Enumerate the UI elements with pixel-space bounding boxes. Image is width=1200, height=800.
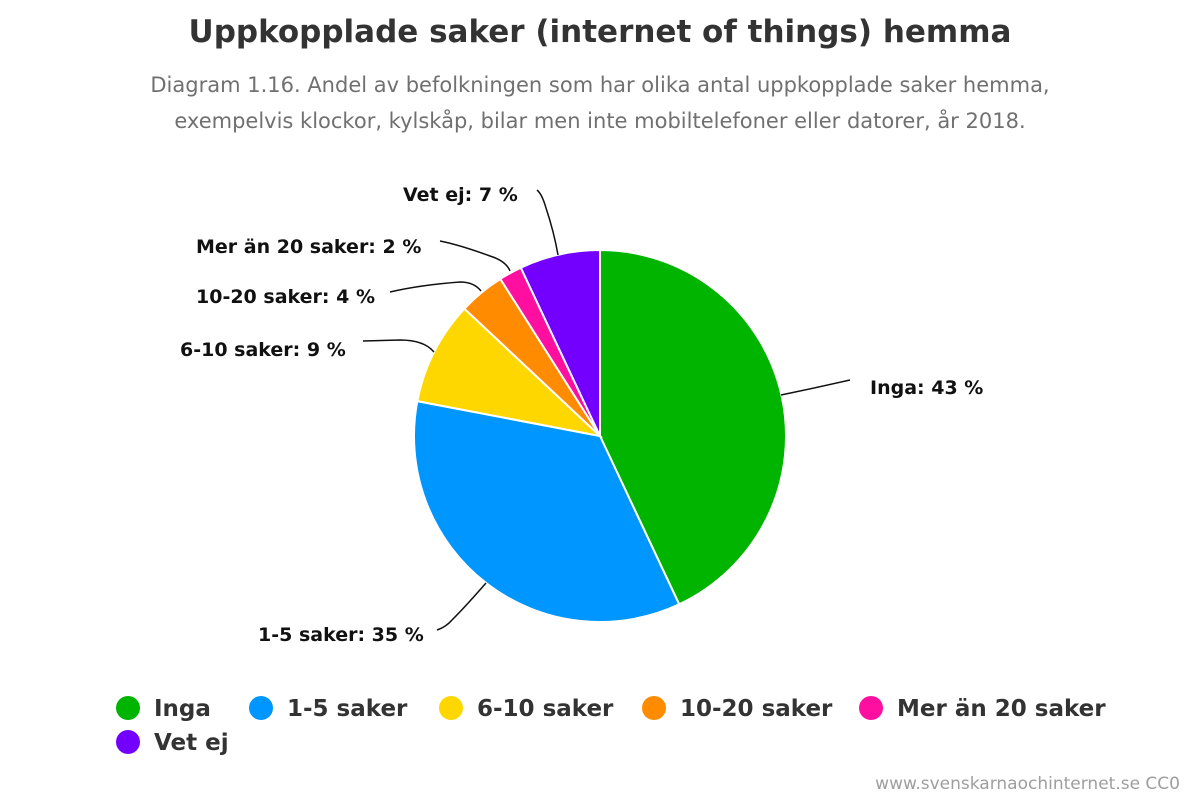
slice-label: 6-10 saker: 9 %	[180, 339, 346, 361]
legend-swatch	[249, 696, 273, 720]
legend-label: 1-5 saker	[287, 696, 408, 722]
legend-item[interactable]: 6-10 saker	[439, 696, 614, 722]
slice-label: 1-5 saker: 35 %	[258, 624, 424, 646]
label-connector	[362, 339, 435, 353]
slice-label: Vet ej: 7 %	[403, 184, 518, 206]
pie-slices	[412, 248, 787, 623]
slice-labels: Inga: 43 % 1-5 saker: 35 % 6-10 saker: 9 %…	[180, 184, 983, 646]
label-connector	[536, 189, 559, 256]
label-connector	[389, 281, 482, 293]
legend-item[interactable]: 1-5 saker	[249, 696, 408, 722]
label-connector	[436, 582, 487, 631]
legend-label: 10-20 saker	[680, 696, 833, 722]
slice-label: 10-20 saker: 4 %	[196, 286, 375, 308]
legend: Inga 1-5 saker 6-10 saker 10-20 saker Mer än…	[116, 696, 1106, 756]
legend-item[interactable]: Vet ej	[116, 730, 229, 756]
label-connector	[439, 240, 511, 272]
label-connector	[780, 379, 851, 396]
chart-subtitle: Diagram 1.16. Andel av befolkningen som …	[150, 73, 1050, 133]
legend-swatch	[439, 696, 463, 720]
pie-slice-1-5-saker[interactable]	[412, 399, 681, 623]
chart-title: Uppkopplade saker (internet of things) h…	[188, 14, 1012, 50]
legend-label: Inga	[154, 696, 211, 722]
label-connectors	[362, 189, 851, 631]
pie-slice-vet-ej[interactable]	[519, 248, 601, 437]
slice-label: Inga: 43 %	[870, 377, 983, 399]
legend-swatch	[642, 696, 666, 720]
legend-swatch	[116, 730, 140, 754]
source-credit[interactable]: www.svenskarnaochinternet.se CC0	[875, 774, 1180, 794]
legend-label: 6-10 saker	[477, 696, 614, 722]
legend-swatch	[859, 696, 883, 720]
legend-item[interactable]: Inga	[116, 696, 211, 722]
legend-item[interactable]: 10-20 saker	[642, 696, 833, 722]
legend-swatch	[116, 696, 140, 720]
legend-label: Vet ej	[154, 730, 229, 756]
legend-label: Mer än 20 saker	[897, 696, 1106, 722]
legend-item[interactable]: Mer än 20 saker	[859, 696, 1106, 722]
slice-label: Mer än 20 saker: 2 %	[196, 236, 421, 258]
